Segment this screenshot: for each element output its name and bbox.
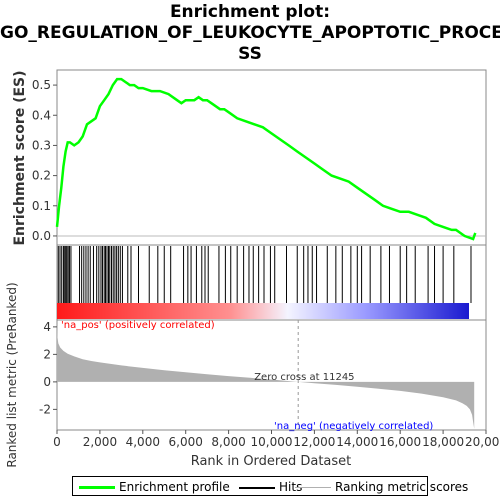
neg-correlated-label: 'na_neg' (negatively correlated) — [274, 421, 433, 432]
legend-enrichment: Enrichment profile — [79, 479, 230, 495]
pos-correlated-label: 'na_pos' (positively correlated) — [61, 320, 215, 331]
ranking-metric-area — [57, 322, 475, 429]
ranked-list-panel: -2 0 2 4 Zero cross at 11245 'na_pos' (positi… — [39, 319, 500, 449]
es-ytick-label: 0.5 — [32, 78, 51, 92]
xtick-label: 4,000 — [126, 435, 160, 449]
rank-ytick-label: 2 — [43, 347, 51, 361]
es-ytick-label: 0.3 — [32, 138, 51, 152]
legend-enrichment-swatch — [79, 486, 115, 489]
es-ytick-label: 0.4 — [32, 108, 51, 122]
xtick-label: 10,000 — [251, 435, 293, 449]
xtick-label: 12,000 — [293, 435, 335, 449]
legend-ranking-label: Ranking metric scores — [335, 480, 469, 494]
zero-cross-label: Zero cross at 11245 — [254, 372, 354, 383]
rank-color-bar — [57, 303, 469, 319]
xaxis-title: Rank in Ordered Dataset — [191, 454, 352, 469]
rank-ytick-label: -2 — [39, 402, 51, 416]
legend-hits-swatch — [239, 486, 275, 489]
es-yaxis-title: Enrichment score (ES) — [12, 70, 28, 245]
xtick-label: 20,000 — [465, 435, 500, 449]
xtick-label: 18,000 — [422, 435, 464, 449]
es-ytick-label: 0.1 — [32, 199, 51, 213]
legend-hits-label: Hits — [279, 480, 303, 494]
legend-ranking-swatch — [295, 487, 331, 488]
axis-labels: Enrichment score (ES) Ranked list metric … — [5, 70, 351, 469]
xtick-label: 14,000 — [336, 435, 378, 449]
xtick-label: 8,000 — [211, 435, 245, 449]
legend: Enrichment profile Hits Ranking metric s… — [72, 476, 468, 496]
xtick-label: 0 — [53, 435, 61, 449]
rank-ytick-label: 4 — [43, 320, 51, 334]
title-line-3: SS — [238, 44, 262, 64]
hits-panel — [56, 244, 487, 321]
chart-title: Enrichment plot: GO_REGULATION_OF_LEUKOC… — [0, 2, 500, 65]
es-ytick-label: 0.2 — [32, 169, 51, 183]
enrichment-profile-line — [55, 77, 477, 241]
title-line-1: Enrichment plot: — [169, 2, 331, 22]
legend-ranking: Ranking metric scores — [295, 479, 468, 495]
xtick-label: 2,000 — [83, 435, 117, 449]
xtick-label: 6,000 — [169, 435, 203, 449]
xtick-label: 16,000 — [379, 435, 421, 449]
legend-enrichment-label: Enrichment profile — [119, 480, 230, 494]
legend-hits: Hits — [239, 479, 302, 495]
es-ytick-label: 0.0 — [32, 229, 51, 243]
title-line-2: GO_REGULATION_OF_LEUKOCYTE_APOPTOTIC_PRO… — [0, 23, 500, 43]
es-plot-area — [56, 69, 487, 246]
es-panel: 0.0 0.1 0.2 0.3 0.4 0.5 — [32, 69, 487, 246]
rank-yaxis-title: Ranked list metric (PreRanked) — [5, 282, 19, 467]
rank-ytick-label: 0 — [43, 375, 51, 389]
